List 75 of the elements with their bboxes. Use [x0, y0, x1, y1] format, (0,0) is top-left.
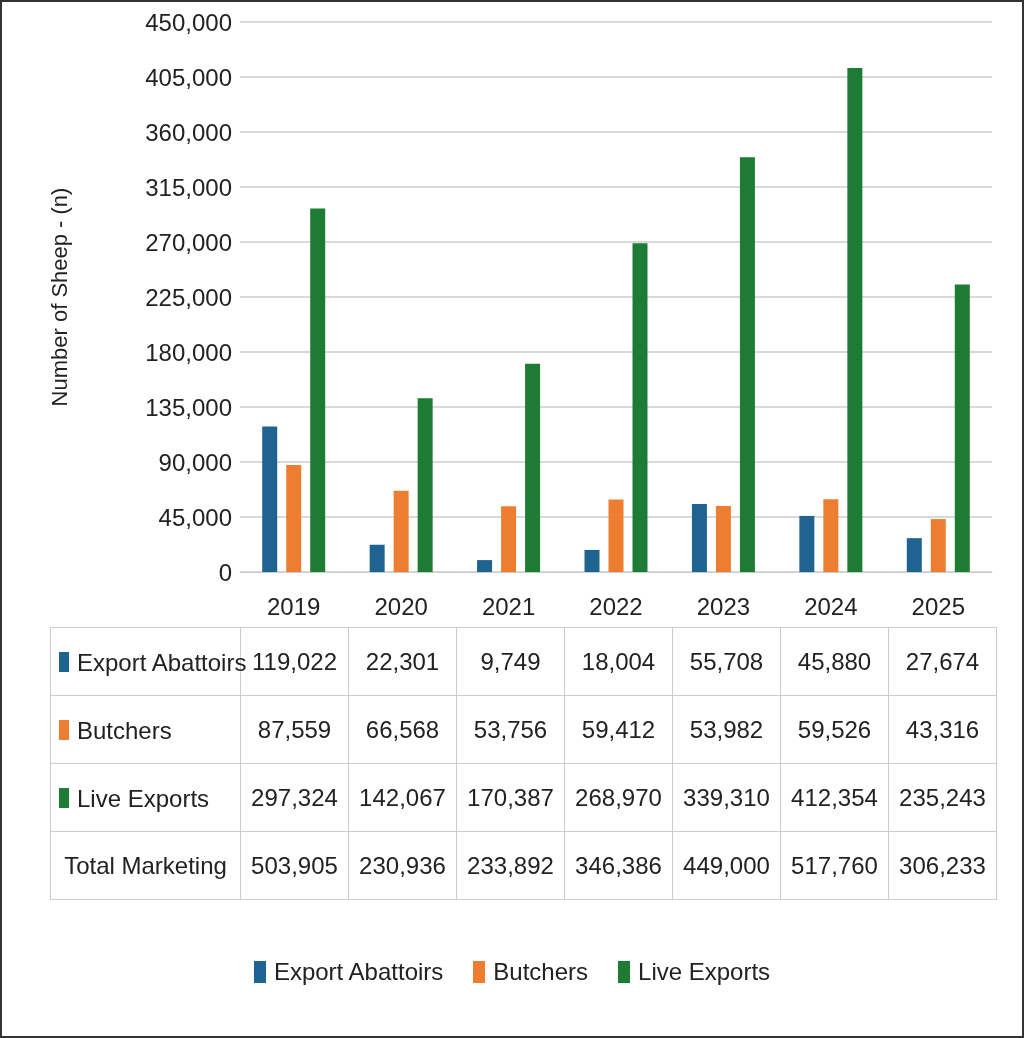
legend-label: Export Abattoirs	[77, 648, 247, 676]
legend-label: Butchers	[77, 716, 172, 744]
y-axis-title: Number of Sheep - (n)	[46, 187, 72, 407]
y-tick-label: 315,000	[145, 173, 232, 201]
x-tick-label: 2024	[804, 592, 858, 620]
data-label: 9,749	[456, 627, 565, 696]
data-label: 142,067	[348, 763, 457, 832]
y-tick-label: 135,000	[145, 393, 232, 421]
data-label: 45,880	[780, 627, 889, 696]
data-label: 53,982	[672, 695, 781, 764]
text: Total Marketing	[50, 831, 241, 900]
x-tick-label: 2020	[374, 592, 428, 620]
legend-label: Live Exports	[77, 784, 210, 812]
data-label: 43,316	[888, 695, 997, 764]
x-tick-label: 2021	[481, 592, 536, 620]
text: Export Abattoirs	[273, 958, 444, 985]
y-tick-label: 90,000	[158, 448, 232, 476]
x-tick-label: 2019	[267, 592, 321, 620]
bar	[823, 499, 839, 572]
bar	[525, 363, 541, 572]
y-tick-label: 45,000	[158, 503, 232, 531]
text: 230,936	[348, 831, 457, 900]
y-tick-label: 360,000	[145, 118, 232, 146]
text: 306,233	[888, 831, 997, 900]
bar	[262, 426, 278, 572]
bar	[691, 503, 707, 572]
bar	[608, 499, 624, 572]
text: 346,386	[564, 831, 673, 900]
data-label: 119,022	[252, 647, 337, 675]
data-label: 235,243	[888, 763, 997, 832]
x-tick-label: 2022	[589, 592, 643, 620]
text: Butchers	[493, 958, 589, 985]
text: Live Exports	[638, 958, 771, 985]
data-label: 18,004	[564, 627, 673, 696]
data-label: 66,568	[348, 695, 457, 764]
text: 449,000	[672, 831, 781, 900]
data-label: 268,970	[564, 763, 673, 832]
y-tick-label: 180,000	[145, 338, 232, 366]
bar	[715, 506, 731, 572]
data-label: 59,412	[564, 695, 673, 764]
text: 233,892	[456, 831, 565, 900]
data-label: 55,708	[672, 627, 781, 696]
bar	[930, 519, 946, 572]
bar	[799, 515, 815, 572]
data-label: 59,526	[780, 695, 889, 764]
x-tick-label: 2025	[911, 592, 965, 620]
data-label: 53,756	[456, 695, 565, 764]
bar	[393, 490, 409, 572]
bar	[584, 550, 600, 572]
bar	[632, 243, 648, 572]
data-label: 170,387	[456, 763, 565, 832]
y-tick-label: 405,000	[145, 63, 232, 91]
data-label: 297,324	[240, 763, 349, 832]
bar	[417, 398, 433, 572]
bar	[906, 538, 922, 572]
bar	[954, 284, 970, 572]
y-tick-label: 0	[218, 558, 232, 586]
bar	[369, 544, 385, 572]
data-label: 412,354	[780, 763, 889, 832]
data-label: 87,559	[240, 695, 349, 764]
bar	[477, 560, 493, 572]
bar	[286, 464, 302, 572]
bar	[739, 157, 755, 572]
bar	[847, 68, 863, 572]
y-tick-label: 270,000	[145, 228, 232, 256]
bar	[310, 208, 326, 572]
y-tick-label: 450,000	[145, 8, 232, 36]
data-label: 22,301	[348, 627, 457, 696]
text: 503,905	[240, 831, 349, 900]
y-tick-label: 225,000	[145, 283, 232, 311]
data-label: 27,674	[888, 627, 997, 696]
bar	[501, 506, 517, 572]
data-label: 339,310	[672, 763, 781, 832]
text: 517,760	[780, 831, 889, 900]
x-tick-label: 2023	[696, 592, 751, 620]
